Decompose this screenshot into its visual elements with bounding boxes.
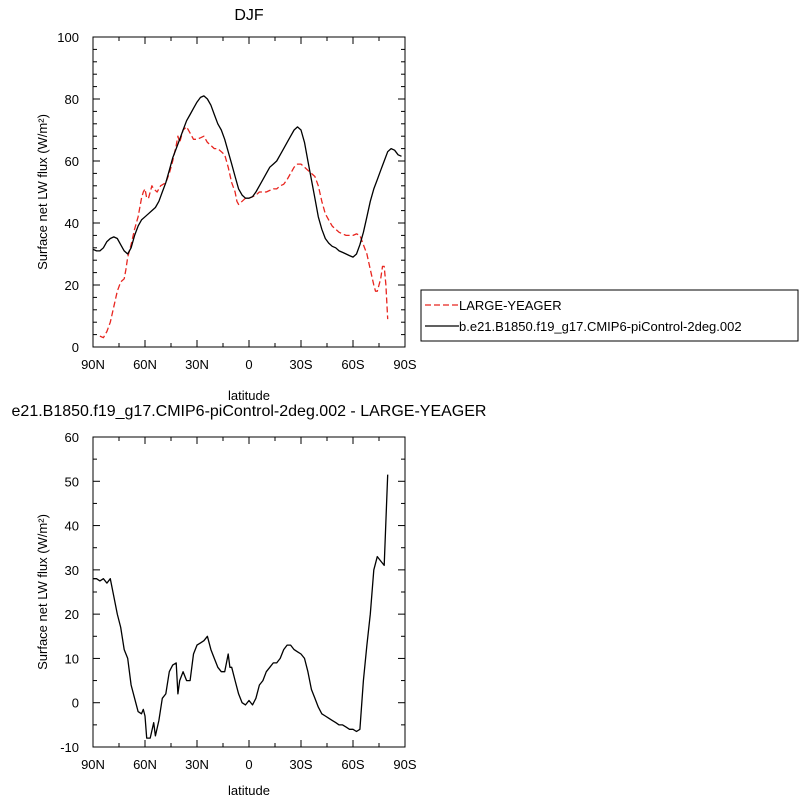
x-tick-label: 90N (81, 357, 105, 372)
y-tick-label: 60 (65, 430, 79, 445)
series-line-1 (92, 95, 402, 258)
legend-box (420, 289, 799, 342)
x-axis-label: latitude (228, 388, 270, 403)
x-tick-label: 30S (289, 357, 312, 372)
x-tick-label: 90S (393, 357, 416, 372)
legend-label-0: LARGE-YEAGER (459, 298, 562, 313)
x-tick-label: 0 (245, 757, 252, 772)
x-tick-label: 60N (133, 757, 157, 772)
legend-label-1: b.e21.B1850.f19_g17.CMIP6-piControl-2deg… (459, 319, 742, 334)
y-tick-label: 60 (65, 154, 79, 169)
y-tick-label: 50 (65, 474, 79, 489)
plot-frame (92, 36, 406, 348)
x-tick-label: 90S (393, 757, 416, 772)
legend: LARGE-YEAGER b.e21.B1850.f19_g17.CMIP6-pi… (420, 289, 799, 342)
y-tick-label: 40 (65, 216, 79, 231)
x-tick-label: 60S (341, 357, 364, 372)
y-tick-label: 20 (65, 278, 79, 293)
bottom-chart: e21.B1850.f19_g17.CMIP6-piControl-2deg.0… (12, 403, 487, 798)
y-tick-label: 0 (72, 696, 79, 711)
y-tick-label: 40 (65, 519, 79, 534)
x-tick-label: 60N (133, 357, 157, 372)
series-line-0 (93, 474, 389, 739)
y-tick-label: 80 (65, 92, 79, 107)
y-tick-label: 10 (65, 651, 79, 666)
chart-title: e21.B1850.f19_g17.CMIP6-piControl-2deg.0… (12, 403, 487, 420)
y-tick-label: 20 (65, 607, 79, 622)
y-axis-label: Surface net LW flux (W/m²) (35, 114, 50, 270)
top-chart: DJF 90N 60N 30N 0 30S 60S 90S 0 20 40 60 80 100 latitu… (35, 7, 417, 403)
y-tick-label: 30 (65, 563, 79, 578)
x-tick-label: 30N (185, 357, 209, 372)
y-tick-label: 0 (72, 340, 79, 355)
x-tick-label: 60S (341, 757, 364, 772)
x-tick-label: 0 (245, 357, 252, 372)
chart-title: DJF (234, 7, 264, 24)
series-line-0 (99, 126, 389, 339)
x-tick-label: 90N (81, 757, 105, 772)
x-axis-label: latitude (228, 783, 270, 798)
y-tick-label: -10 (60, 740, 79, 755)
y-tick-label: 100 (57, 30, 79, 45)
x-tick-label: 30S (289, 757, 312, 772)
y-axis-label: Surface net LW flux (W/m²) (35, 514, 50, 670)
x-tick-label: 30N (185, 757, 209, 772)
